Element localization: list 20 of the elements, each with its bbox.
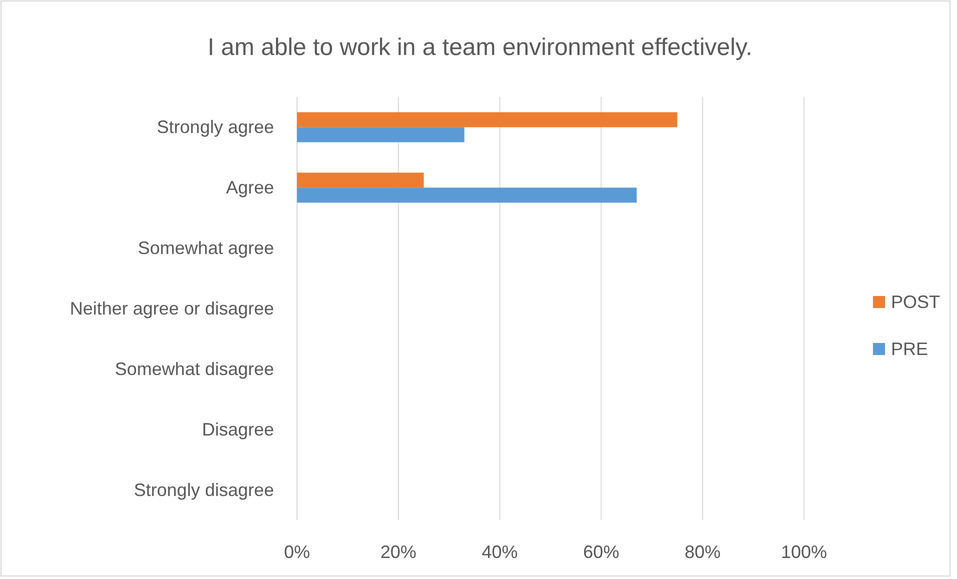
y-tick-label: Strongly agree xyxy=(156,117,274,138)
y-tick-label: Agree xyxy=(226,178,274,198)
y-tick-label: Strongly disagree xyxy=(134,480,274,500)
bar xyxy=(297,188,637,203)
x-tick-label: 40% xyxy=(482,542,518,562)
x-tick-label: 80% xyxy=(684,542,721,562)
legend-label: POST xyxy=(891,292,940,312)
x-tick-label: 0% xyxy=(284,542,310,562)
bar xyxy=(297,127,464,142)
y-tick-label: Neither agree or disagree xyxy=(70,298,274,318)
y-tick-label: Somewhat agree xyxy=(138,238,274,258)
bar xyxy=(297,172,424,188)
y-tick-label: Somewhat disagree xyxy=(114,358,274,379)
x-tick-label: 20% xyxy=(380,542,416,562)
y-tick-label: Disagree xyxy=(202,419,274,440)
x-tick-label: 100% xyxy=(780,542,828,562)
x-tick-label: 60% xyxy=(583,542,620,562)
chart-title: I am able to work in a team environment effectively. xyxy=(208,34,752,61)
legend-label: PRE xyxy=(891,339,928,359)
bar xyxy=(297,112,678,128)
